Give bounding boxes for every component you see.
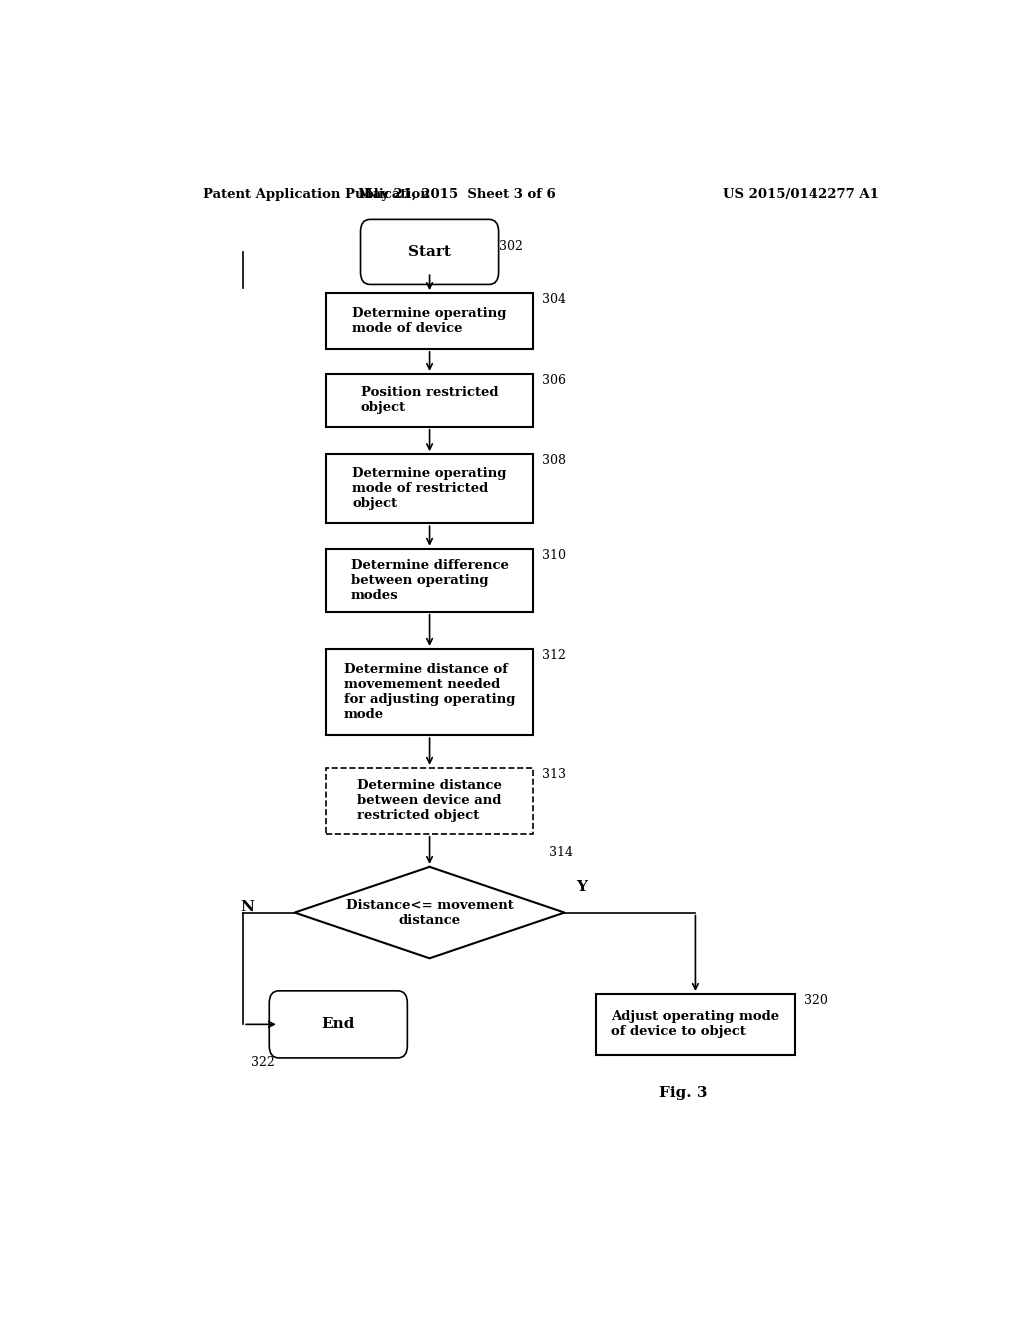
Text: Determine operating
mode of device: Determine operating mode of device: [352, 308, 507, 335]
Text: 320: 320: [804, 994, 828, 1007]
Bar: [327, 649, 532, 735]
Text: 313: 313: [543, 768, 566, 780]
Text: Distance<= movement
distance: Distance<= movement distance: [346, 899, 513, 927]
FancyBboxPatch shape: [360, 219, 499, 284]
Bar: [596, 994, 795, 1055]
Text: Adjust operating mode
of device to object: Adjust operating mode of device to objec…: [611, 1010, 779, 1039]
Text: Fig. 3: Fig. 3: [659, 1086, 708, 1101]
Text: 304: 304: [543, 293, 566, 306]
Polygon shape: [295, 867, 564, 958]
Bar: [327, 454, 532, 523]
Text: End: End: [322, 1018, 355, 1031]
Text: N: N: [240, 900, 254, 915]
Bar: [327, 374, 532, 426]
Text: 302: 302: [499, 240, 522, 253]
Text: 314: 314: [549, 846, 572, 859]
Text: Patent Application Publication: Patent Application Publication: [204, 189, 430, 202]
Text: Start: Start: [409, 246, 451, 259]
Text: 308: 308: [543, 454, 566, 467]
Bar: [327, 768, 532, 834]
Text: Determine difference
between operating
modes: Determine difference between operating m…: [350, 558, 509, 602]
Text: Determine distance of
movemement needed
for adjusting operating
mode: Determine distance of movemement needed …: [344, 663, 515, 721]
Text: Determine distance
between device and
restricted object: Determine distance between device and re…: [357, 779, 502, 822]
Bar: [327, 549, 532, 611]
Bar: [327, 293, 532, 348]
Text: 312: 312: [543, 649, 566, 661]
Text: US 2015/0142277 A1: US 2015/0142277 A1: [723, 189, 879, 202]
Text: Position restricted
object: Position restricted object: [360, 387, 499, 414]
Text: Y: Y: [577, 880, 588, 894]
Text: May 21, 2015  Sheet 3 of 6: May 21, 2015 Sheet 3 of 6: [358, 189, 556, 202]
Text: 306: 306: [543, 374, 566, 387]
Text: 310: 310: [543, 549, 566, 562]
Text: 322: 322: [251, 1056, 274, 1069]
Text: Determine operating
mode of restricted
object: Determine operating mode of restricted o…: [352, 467, 507, 511]
FancyBboxPatch shape: [269, 991, 408, 1057]
